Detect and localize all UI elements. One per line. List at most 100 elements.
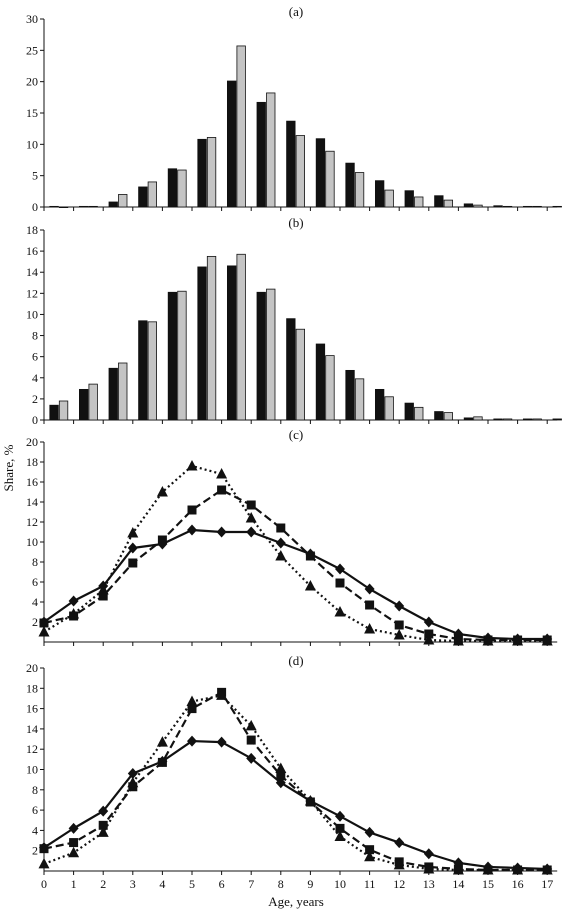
panel-a-bar-dark xyxy=(434,195,444,208)
panel-a-bar-light xyxy=(502,205,513,208)
panel-c-point-diamond xyxy=(394,600,405,612)
panel-c-line-triangle xyxy=(43,464,548,643)
panel-d-point-triangle xyxy=(393,858,405,870)
panel-b-bar-light xyxy=(58,400,69,421)
panel-b-bar-dark xyxy=(315,343,326,421)
panel-c-point-square xyxy=(157,535,167,545)
panel-c-y-tick-label: 14 xyxy=(26,495,38,509)
panel-b-bar-light xyxy=(88,383,98,421)
panel-c-point-square xyxy=(276,523,286,533)
panel-d-point-triangle xyxy=(364,850,376,862)
panel-c-point-square xyxy=(365,600,375,610)
panel-b-bar-dark xyxy=(434,411,444,421)
panel-d-point-triangle xyxy=(186,695,198,706)
panel-b-y-tick-label: 14 xyxy=(26,265,38,279)
panel-d-y-tick-label: 18 xyxy=(26,681,38,695)
panel-c-point-diamond xyxy=(275,537,286,549)
panel-a-bar-dark xyxy=(345,162,355,208)
panel-b-bar-light xyxy=(266,288,276,421)
panel-b-bar-light xyxy=(118,362,128,421)
panel-c-point-triangle xyxy=(275,550,287,561)
panel-d-line-square xyxy=(43,691,548,872)
panel-d-x-tick-label: 8 xyxy=(278,877,284,891)
panel-a-bar-light xyxy=(295,135,306,208)
panel-b-bar-light xyxy=(236,253,246,421)
panel-a-bar-light xyxy=(443,199,454,208)
panel-a-bar-dark xyxy=(79,205,89,208)
panel-b-y-tick-label: 10 xyxy=(26,307,38,321)
panel-b-bar-light xyxy=(414,406,424,421)
panel-d-point-triangle xyxy=(127,776,139,788)
panel-a-bar-light xyxy=(354,172,365,208)
panel-b-bar-light xyxy=(177,290,187,421)
panel-d-x-tick-label: 1 xyxy=(71,877,77,891)
panel-d-point-square xyxy=(39,844,49,854)
panel-b-y-tick-label: 6 xyxy=(32,350,38,364)
panel-a-bar-light xyxy=(58,206,69,209)
panel-b-bar-dark xyxy=(404,402,414,421)
panel-c-point-triangle xyxy=(186,460,198,471)
panel-b: (b) 0 2 4 6 8 10 12 14 16 18 xyxy=(26,215,562,427)
panel-d-point-triangle xyxy=(156,736,168,747)
panel-a-bar-light xyxy=(325,150,335,208)
panel-d-point-triangle xyxy=(97,826,109,837)
panel-b-bar-light xyxy=(147,321,158,421)
panel-b-bar-light xyxy=(206,255,217,421)
panel-c-label: (c) xyxy=(289,427,303,442)
panel-a-bar-light xyxy=(118,194,128,208)
panel-d-point-square xyxy=(69,838,79,848)
panel-a-bar-dark xyxy=(552,205,562,208)
panel-d-x-tick-label: 6 xyxy=(219,877,225,891)
panel-a-y-tick-label: 15 xyxy=(26,106,38,120)
panel-b-y-tick-label: 4 xyxy=(32,371,38,385)
panel-d-point-square xyxy=(98,820,108,830)
panel-d-point-diamond xyxy=(187,735,197,747)
panel-c-point-square xyxy=(305,551,315,561)
panel-c-point-triangle xyxy=(512,635,524,646)
panel-c-point-square xyxy=(394,620,404,630)
panel-c-point-square xyxy=(98,591,108,601)
panel-d-point-square xyxy=(335,823,345,833)
panel-a-bar-light xyxy=(384,189,394,208)
panel-d-y-tick-label: 8 xyxy=(32,783,38,797)
panel-d-point-square xyxy=(365,845,375,855)
panel-a-bar-dark xyxy=(286,120,296,208)
panel-a-bar-light xyxy=(147,181,158,208)
panel-c-point-triangle xyxy=(68,608,80,619)
panel-d-point-diamond xyxy=(127,768,138,780)
panel-c-y-tick-label: 6 xyxy=(32,575,38,589)
panel-b-bar-dark xyxy=(374,388,385,421)
panel-b-label: (b) xyxy=(288,215,303,230)
panel-b-bar-dark xyxy=(226,265,237,421)
chart-panels: (a)051015202530(b)024681012141618(c)2468… xyxy=(26,4,562,891)
panel-b-bar-light xyxy=(325,355,335,421)
panel-c-point-triangle xyxy=(156,486,168,497)
panel-d-x-tick-label: 12 xyxy=(393,877,405,891)
panel-d-point-triangle xyxy=(334,830,346,841)
panel-c-point-diamond xyxy=(187,524,197,536)
panel-c-line-square xyxy=(43,488,548,642)
panel-d-point-triangle xyxy=(541,863,553,875)
panel-c-point-triangle xyxy=(423,634,435,645)
panel-d-x-tick-label: 0 xyxy=(41,877,47,891)
panel-b-bar-dark xyxy=(552,418,562,421)
panel-b-bar-dark xyxy=(138,320,148,421)
panel-d-x-tick-label: 16 xyxy=(512,877,524,891)
panel-d-x-tick-label: 9 xyxy=(307,877,313,891)
panel-d-point-diamond xyxy=(364,826,375,838)
panel-b-bar-dark xyxy=(167,291,178,421)
panel-d-x-tick-label: 4 xyxy=(159,877,165,891)
panel-a-bar-dark xyxy=(463,203,474,208)
panel-b-y-tick-label: 0 xyxy=(32,413,38,427)
panel-b-bar-dark xyxy=(108,367,118,421)
panel-c-point-diamond xyxy=(216,526,227,538)
panel-d-line-diamond xyxy=(43,739,548,871)
panel-a-bar-light xyxy=(236,45,246,208)
panel-d-point-diamond xyxy=(68,822,79,834)
panel-c-y-tick-label: 2 xyxy=(32,615,38,629)
panel-c-y-tick-label: 20 xyxy=(26,435,38,449)
panel-d-point-diamond xyxy=(246,752,257,764)
panel-b-y-tick-label: 8 xyxy=(32,329,38,343)
panel-b-bar-light xyxy=(354,378,365,421)
panel-b-y-tick-label: 18 xyxy=(26,223,38,237)
